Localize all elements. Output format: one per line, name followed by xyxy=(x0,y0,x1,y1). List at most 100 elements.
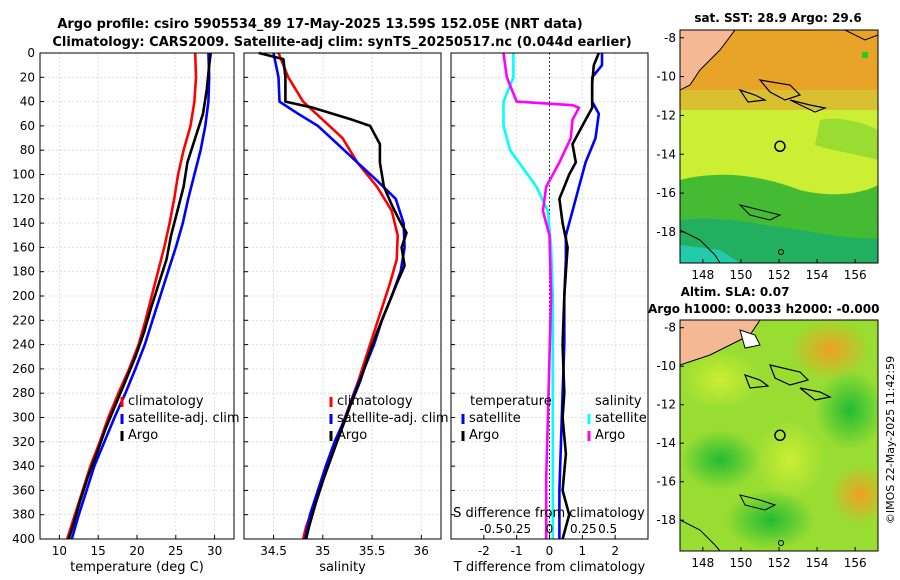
sla-argo-location-marker xyxy=(774,429,786,442)
difference-series-s-satellite xyxy=(502,53,555,539)
temperature-tick-label-x: 20 xyxy=(129,544,144,558)
salinity-tick-label-x: 35 xyxy=(315,544,330,558)
salinity-diff-tick-label: -0.25 xyxy=(500,522,531,536)
temperature-tick-label-y: 340 xyxy=(12,459,35,473)
legend-label: Argo xyxy=(337,428,367,443)
legend-label: satellite xyxy=(469,411,521,426)
sla-map-tick-label-y: -12 xyxy=(656,398,676,412)
temperature-series-climatology xyxy=(65,52,198,540)
sst-map-tick-label-x: 148 xyxy=(691,268,714,282)
temperature-tick-label-y: 40 xyxy=(20,95,35,109)
legend-label: Argo xyxy=(595,428,625,443)
difference-tick-label-x: 1 xyxy=(579,544,587,558)
sst-map-tick-label-y: -8 xyxy=(664,31,676,45)
sst-map-tick-label-y: -12 xyxy=(656,108,676,122)
sst-map-tick-label-y: -14 xyxy=(656,147,676,161)
salinity-diff-axis-label: S difference from climatology xyxy=(453,506,645,521)
temperature-tick-label-y: 200 xyxy=(12,289,35,303)
sst-map-tick-label-y: -10 xyxy=(656,70,676,84)
difference-tick-label-x: 2 xyxy=(611,544,619,558)
difference-series-s-argo xyxy=(502,52,581,539)
temperature-tick-label-y: 60 xyxy=(20,119,35,133)
sla-map-axes: 148 150 152 154 156 -8 -10 -12 -14 -16 -18 xyxy=(656,321,866,570)
salinity-diff-tick-label: 0.5 xyxy=(598,522,617,536)
legend-label: climatology xyxy=(128,394,204,409)
sla-map-tick-label-y: -8 xyxy=(664,321,676,335)
sst-map-tick-label-x: 152 xyxy=(768,268,791,282)
temperature-tick-label-x: 10 xyxy=(52,544,67,558)
difference-tick-label-x: -1 xyxy=(511,544,523,558)
sla-map-tick-label-x: 152 xyxy=(768,556,791,570)
sst-map-tick-label-y: -18 xyxy=(656,225,676,239)
sst-map-field xyxy=(680,30,878,263)
salinity-diff-tick-label: 0 xyxy=(546,522,554,536)
salinity-panel: 34.5 35 35.5 36 salinity climatology satellite… xyxy=(243,51,449,575)
legend-label: satellite-adj. clim xyxy=(337,411,449,426)
temperature-tick-label-y: 120 xyxy=(12,192,35,206)
temperature-tick-label-y: 220 xyxy=(12,313,35,327)
salinity-diff-tick-label: -0.5 xyxy=(480,522,503,536)
temperature-tick-label-y: 240 xyxy=(12,338,35,352)
sst-argo-location-marker xyxy=(774,140,786,153)
salinity-tick-label-x: 34.5 xyxy=(260,544,287,558)
sla-map-panel: Altim. SLA: 0.07 Argo h1000: 0.0033 h200… xyxy=(648,285,879,570)
sla-map-tick-label-y: -10 xyxy=(656,359,676,373)
copyright-label: ©IMOS 22-May-2025 11:42:59 xyxy=(884,356,897,524)
legend-label: satellite xyxy=(595,411,647,426)
salinity-tick-label-x: 35.5 xyxy=(359,544,386,558)
sla-map-field xyxy=(680,320,878,551)
temperature-tick-label-y: 360 xyxy=(12,483,35,497)
sla-map-tick-label-x: 148 xyxy=(691,556,714,570)
legend-label: Argo xyxy=(469,428,499,443)
sla-map-tick-label-y: -14 xyxy=(656,436,676,450)
sst-map-tick-label-x: 150 xyxy=(729,268,752,282)
salinity-series-argo xyxy=(258,51,408,540)
temperature-panel: 10 15 20 25 300 20 40 60 80 100 120 140 160 180 200 220… xyxy=(12,46,240,575)
sla-map-tick-label-y: -16 xyxy=(656,475,676,489)
temperature-tick-label-y: 400 xyxy=(12,532,35,546)
temperature-tick-label-y: 260 xyxy=(12,362,35,376)
difference-x-axis-label: T difference from climatology xyxy=(453,560,646,575)
sla-map-tick-label-x: 156 xyxy=(844,556,867,570)
temperature-tick-label-y: 100 xyxy=(12,168,35,182)
sst-map-title: sat. SST: 28.9 Argo: 29.6 xyxy=(694,11,861,25)
legend-title-salinity: salinity xyxy=(595,394,642,409)
figure-title-line1: Argo profile: csiro 5905534_89 17-May-20… xyxy=(57,17,582,32)
temperature-x-axis-label: temperature (deg C) xyxy=(70,560,204,575)
salinity-diff-tick-label: 0.25 xyxy=(570,522,597,536)
legend-title-temperature: temperature xyxy=(470,394,552,409)
legend-label: climatology xyxy=(337,394,413,409)
sla-map-title: Altim. SLA: 0.07 xyxy=(681,285,790,299)
temperature-tick-label-y: 140 xyxy=(12,216,35,230)
temperature-series-argo xyxy=(67,52,212,540)
difference-tick-label-x: 0 xyxy=(546,544,554,558)
temperature-tick-label-y: 300 xyxy=(12,411,35,425)
temperature-tick-label-y: 0 xyxy=(27,46,35,60)
sst-map-axes: 148 150 152 154 156 -8 -10 -12 -14 -16 -18 xyxy=(656,31,866,282)
salinity-x-axis-label: salinity xyxy=(319,560,366,575)
legend-label: satellite-adj. clim xyxy=(128,411,240,426)
temperature-tick-label-y: 380 xyxy=(12,508,35,522)
temperature-tick-label-x: 25 xyxy=(168,544,183,558)
sst-map-tick-label-x: 156 xyxy=(844,268,867,282)
sla-map-subtitle: Argo h1000: 0.0033 h2000: -0.000 xyxy=(648,302,879,316)
legend-label: Argo xyxy=(128,428,158,443)
temperature-tick-label-y: 280 xyxy=(12,386,35,400)
sst-map-panel: sat. SST: 28.9 Argo: 29.6 148 150 152 154 15… xyxy=(656,11,879,282)
difference-series-t-argo xyxy=(558,52,601,540)
temperature-tick-label-y: 20 xyxy=(20,70,35,84)
temperature-tick-label-y: 80 xyxy=(20,143,35,157)
temperature-tick-label-x: 15 xyxy=(91,544,106,558)
sst-map-tick-label-x: 154 xyxy=(806,268,829,282)
sla-map-tick-label-x: 154 xyxy=(806,556,829,570)
temperature-tick-label-y: 160 xyxy=(12,240,35,254)
temperature-tick-label-y: 180 xyxy=(12,265,35,279)
figure-title-line2: Climatology: CARS2009. Satellite-adj cli… xyxy=(52,35,631,50)
difference-panel: -2 -1 0 1 2 T difference from climatology temp… xyxy=(450,52,649,575)
salinity-tick-label-x: 36 xyxy=(414,544,429,558)
sst-map-tick-label-y: -16 xyxy=(656,186,676,200)
difference-tick-label-x: -2 xyxy=(478,544,490,558)
sla-map-tick-label-x: 150 xyxy=(729,556,752,570)
temperature-series-satellite-adj-clim xyxy=(70,52,211,540)
